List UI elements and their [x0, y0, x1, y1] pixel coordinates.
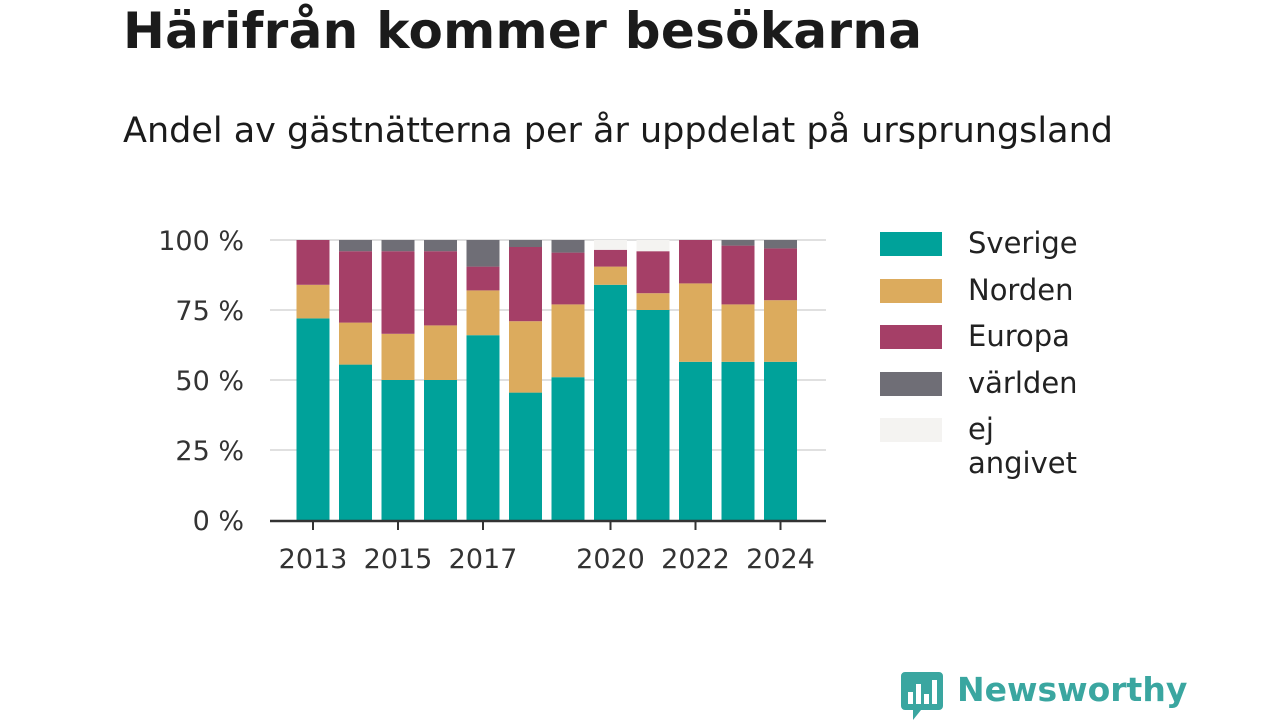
- bar-segment: [339, 251, 372, 323]
- legend-label: ej angivet: [968, 412, 1077, 480]
- bar-segment: [551, 240, 585, 253]
- y-tick-label: 100 %: [158, 226, 244, 257]
- y-tick-label: 50 %: [175, 366, 244, 397]
- bar-segment: [466, 240, 500, 267]
- x-tick-label: 2024: [746, 544, 815, 575]
- bar-segment: [296, 284, 330, 319]
- x-tick-label: 2013: [279, 544, 348, 575]
- bar-segment: [339, 322, 372, 365]
- bar-segment: [764, 361, 797, 520]
- bar-segment: [721, 245, 755, 305]
- legend-label: Norden: [968, 272, 1074, 307]
- chart-subtitle: Andel av gästnätterna per år uppdelat på…: [123, 111, 1113, 151]
- bar-segment: [551, 252, 585, 305]
- bar-segment: [296, 318, 330, 520]
- bar-segment: [636, 310, 670, 520]
- legend-swatch: [880, 418, 942, 442]
- bar-segment: [679, 240, 712, 284]
- bar-segment: [509, 321, 542, 393]
- legend-label: Sverige: [968, 226, 1078, 260]
- x-tick-label: 2020: [576, 544, 645, 575]
- bar-segment: [424, 240, 457, 252]
- bar-segment: [551, 304, 585, 378]
- bar-segment: [594, 284, 627, 520]
- chart-title: Härifrån kommer besökarna: [123, 2, 923, 60]
- bar-segment: [721, 304, 755, 362]
- chart-axes: 0 % 25 % 50 % 75 % 100 % 2013 2015 2017 2020 2022…: [158, 226, 826, 575]
- bar-segment: [466, 266, 500, 291]
- bar-segment: [381, 251, 415, 334]
- bar-segment: [679, 361, 712, 520]
- x-tick-label: 2015: [364, 544, 433, 575]
- bar-segment: [636, 293, 670, 310]
- y-tick-label: 25 %: [175, 436, 244, 467]
- bar-segment: [339, 364, 372, 520]
- legend-swatch: [880, 371, 942, 396]
- bar-segment: [721, 240, 755, 246]
- bar-segment: [764, 300, 797, 362]
- logo-text: Newsworthy: [957, 670, 1188, 709]
- bar-segment: [509, 392, 542, 520]
- bar-segment: [381, 333, 415, 380]
- legend-swatch: [880, 278, 942, 303]
- bar-segment: [381, 380, 415, 520]
- bar-segment: [764, 248, 797, 301]
- bar-segment: [509, 240, 542, 247]
- x-tick-label: 2022: [661, 544, 730, 575]
- bar-segment: [381, 240, 415, 252]
- bar-segment: [679, 283, 712, 362]
- bar-segment: [424, 325, 457, 380]
- bar-segment: [551, 377, 585, 520]
- legend-label: världen: [968, 365, 1078, 400]
- bar-segment: [466, 290, 500, 336]
- bar-segment: [466, 335, 500, 520]
- bar-segment: [721, 361, 755, 520]
- bar-segment: [594, 240, 627, 250]
- y-tick-label: 75 %: [175, 296, 244, 327]
- bar-segment: [424, 380, 457, 520]
- x-tick-label: 2017: [449, 544, 518, 575]
- bar-segment: [594, 249, 627, 267]
- bar-chart-speech-bubble-icon: [901, 672, 943, 720]
- bar-segment: [594, 266, 627, 285]
- y-tick-label: 0 %: [193, 506, 244, 537]
- bar-segment: [424, 251, 457, 326]
- legend-swatch: [880, 325, 942, 349]
- bar-segment: [296, 240, 330, 285]
- legend-label: Europa: [968, 319, 1070, 353]
- bar-segment: [509, 247, 542, 322]
- bar-segment: [636, 240, 670, 252]
- bar-segment: [764, 240, 797, 249]
- bar-segment: [636, 251, 670, 294]
- legend-swatch: [880, 232, 942, 256]
- chart-bars: [296, 240, 797, 520]
- bar-segment: [339, 240, 372, 252]
